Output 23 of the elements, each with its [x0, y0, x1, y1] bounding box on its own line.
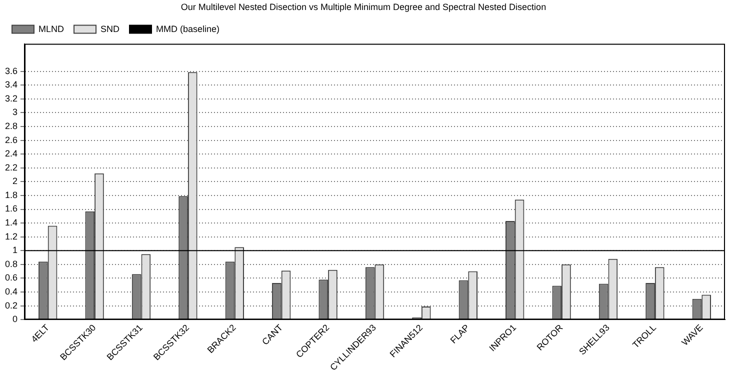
y-tick-label: 2.2 [4, 162, 18, 172]
y-tick-label: 2 [12, 176, 18, 186]
y-tick-label: 3.4 [4, 80, 18, 90]
y-tick-label: 2.6 [4, 134, 18, 145]
y-tick-label: 0.4 [4, 286, 18, 296]
y-tick-label: 1.4 [4, 218, 18, 228]
chart-title: Our Multilevel Nested Disection vs Multiple Minimum Degree and Spectral Nested Disection [180, 2, 546, 12]
y-tick-label: 1.6 [4, 204, 18, 214]
legend-label: SND [100, 24, 120, 34]
y-tick-label: 3.2 [4, 93, 18, 104]
y-tick-label: 0.6 [4, 272, 18, 283]
y-tick-label: 1 [12, 245, 18, 256]
y-tick-label: 1.2 [4, 231, 18, 242]
y-tick-label: 0.8 [4, 258, 18, 269]
y-tick-label: 2.4 [4, 148, 18, 159]
y-tick-label: 3.6 [4, 66, 18, 76]
y-tick-label: 0.2 [4, 300, 18, 310]
y-tick-label: 0 [12, 314, 18, 324]
legend-label: MMD (baseline) [156, 24, 220, 34]
y-tick-label: 1.8 [4, 190, 18, 200]
y-tick-label: 2.8 [4, 121, 18, 132]
y-tick-label: 3 [12, 107, 18, 118]
legend-label: MLND [38, 24, 64, 34]
